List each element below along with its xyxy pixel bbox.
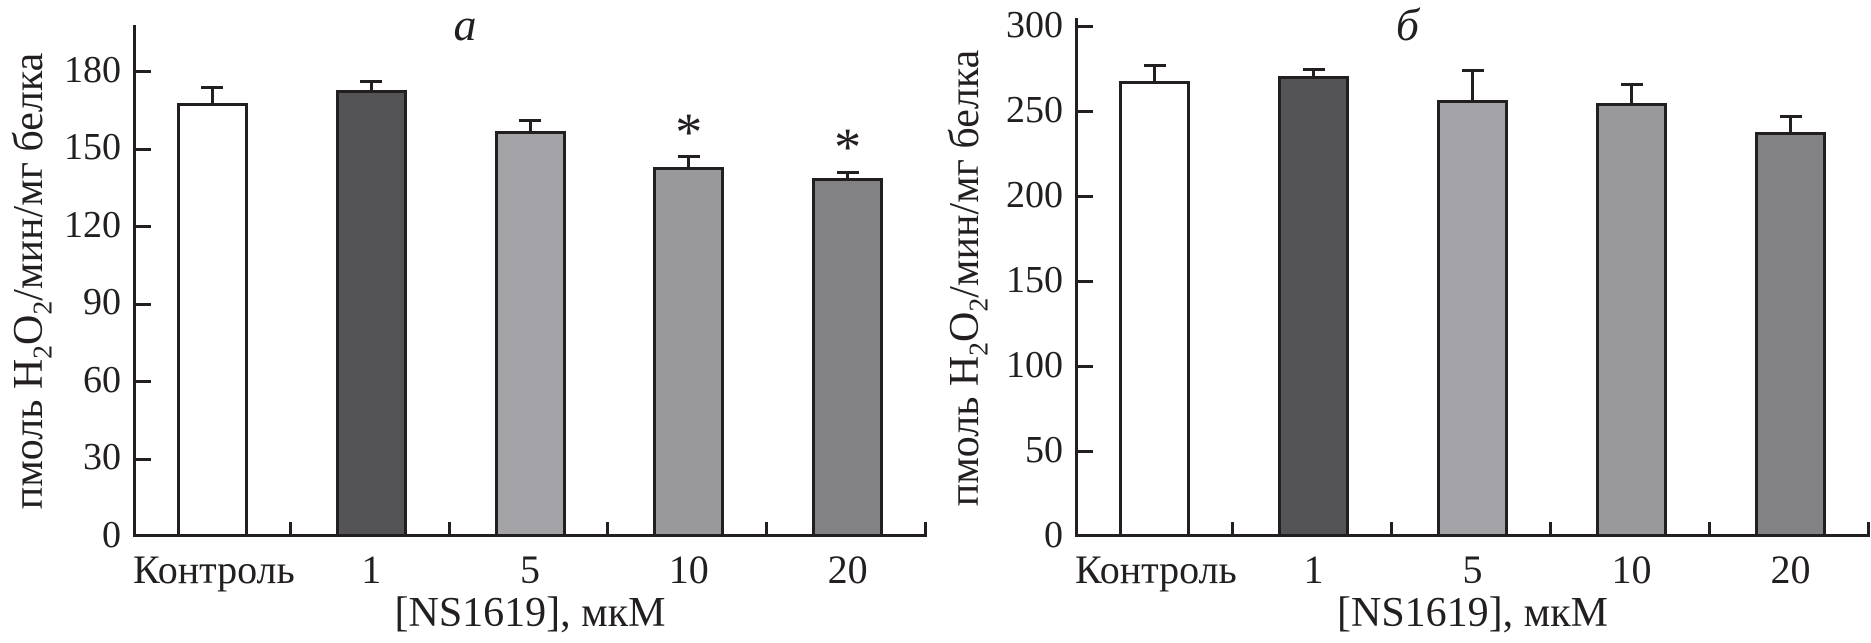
error-bar-cap xyxy=(1461,69,1484,73)
x-minor-tick xyxy=(765,522,769,537)
bar-1 xyxy=(1278,75,1349,537)
chart-panel-a: a пмоль H2O2/мин/мг белка 0 30 60 90 120 150 1… xyxy=(6,0,927,636)
y-tick-label: 90 xyxy=(83,281,121,324)
error-bar-line xyxy=(1471,70,1474,100)
x-category-label: Контроль xyxy=(1075,547,1237,592)
x-minor-tick xyxy=(1231,522,1234,537)
y-axis-tick xyxy=(136,457,151,461)
bar-20 xyxy=(812,177,884,537)
x-minor-tick xyxy=(1390,522,1393,537)
y-tick-label: 100 xyxy=(1006,343,1063,386)
y-axis-tick xyxy=(1078,450,1093,454)
x-minor-tick xyxy=(288,522,292,537)
significance-star: * xyxy=(834,117,862,178)
significance-star: * xyxy=(675,101,703,162)
bar-5 xyxy=(494,131,566,537)
y-axis-line xyxy=(133,25,136,537)
x-category-label: 10 xyxy=(668,547,709,592)
x-minor-tick xyxy=(1867,522,1870,537)
error-bar-cap xyxy=(1302,67,1325,71)
x-minor-tick xyxy=(1708,522,1711,537)
bar-20 xyxy=(1755,132,1826,537)
bar-10 xyxy=(653,167,725,537)
error-bar-line xyxy=(1789,116,1792,132)
y-axis-tick xyxy=(1078,25,1093,28)
y-axis-line xyxy=(1075,18,1078,537)
error-bar-cap xyxy=(677,155,700,159)
y-axis-tick xyxy=(1078,110,1093,114)
error-bar-cap xyxy=(1779,115,1802,119)
x-category-label: 20 xyxy=(1770,547,1811,592)
y-axis-title-text: O xyxy=(942,311,988,342)
error-bar-cap xyxy=(1143,64,1166,68)
x-category-label: 1 xyxy=(1303,547,1324,592)
error-bar-cap xyxy=(836,170,859,174)
panel-label-b: б xyxy=(1395,0,1420,50)
y-axis-tick xyxy=(1078,280,1093,284)
x-category-label: 5 xyxy=(519,547,540,592)
x-axis-title-b: [NS1619], мкМ xyxy=(1337,590,1608,636)
panel-label-a: a xyxy=(453,0,477,50)
error-bar-line xyxy=(210,87,214,103)
error-bar-cap xyxy=(519,119,541,123)
x-minor-tick xyxy=(447,522,451,537)
x-category-label: Контроль xyxy=(133,547,295,592)
plot-area-b: 0 50 100 150 200 250 300 Контроль 1 5 10 20 xyxy=(1006,4,1870,592)
chart-panel-b: б пмоль H2O2/мин/мг белка 0 50 100 150 200 25… xyxy=(936,0,1871,643)
y-tick-label: 200 xyxy=(1006,173,1063,216)
x-minor-tick xyxy=(606,522,610,537)
plot-area-a: 0 30 60 90 120 150 180 Контроль 1 5 * 10 * 20 xyxy=(64,25,927,592)
bar-контроль xyxy=(1119,80,1190,537)
subscript: 2 xyxy=(26,344,58,359)
y-tick-label: 150 xyxy=(64,126,121,169)
x-category-label: 1 xyxy=(361,547,382,592)
y-axis-tick xyxy=(136,380,151,384)
x-category-label: 20 xyxy=(827,547,868,592)
error-bar-line xyxy=(1153,65,1156,81)
error-bar-line xyxy=(369,81,373,90)
x-axis-title-a: [NS1619], мкМ xyxy=(394,590,666,636)
error-bar-line xyxy=(1630,84,1633,104)
y-axis-tick xyxy=(136,302,151,306)
x-minor-tick xyxy=(1549,522,1552,537)
error-bar-cap xyxy=(201,85,224,89)
bar-5 xyxy=(1437,99,1508,537)
bar-10 xyxy=(1596,103,1667,537)
x-category-label: 10 xyxy=(1611,547,1652,592)
y-axis-tick xyxy=(1078,365,1093,369)
bar-1 xyxy=(335,89,407,537)
error-bar-cap xyxy=(1620,82,1643,86)
y-tick-label: 50 xyxy=(1025,428,1063,471)
y-tick-label: 250 xyxy=(1006,88,1063,131)
y-tick-label: 120 xyxy=(64,203,121,246)
x-category-label: 5 xyxy=(1462,547,1483,592)
error-bar-line xyxy=(1312,69,1315,76)
y-axis-tick xyxy=(136,225,151,229)
x-minor-tick xyxy=(924,522,927,537)
y-tick-label: 0 xyxy=(1044,514,1063,556)
y-tick-label: 30 xyxy=(83,436,121,479)
y-tick-label: 180 xyxy=(64,48,121,91)
error-bar-cap xyxy=(360,80,383,84)
bar-контроль xyxy=(176,102,248,537)
y-axis-tick xyxy=(136,147,151,151)
error-bar-line xyxy=(687,156,691,168)
y-tick-label: 300 xyxy=(1006,3,1063,46)
y-tick-label: 150 xyxy=(1006,258,1063,301)
error-bar-line xyxy=(846,172,850,178)
y-axis-tick xyxy=(1078,195,1093,199)
error-bar-line xyxy=(528,120,532,131)
y-tick-label: 0 xyxy=(102,514,121,556)
y-axis-tick xyxy=(136,70,151,74)
y-tick-label: 60 xyxy=(83,358,121,401)
